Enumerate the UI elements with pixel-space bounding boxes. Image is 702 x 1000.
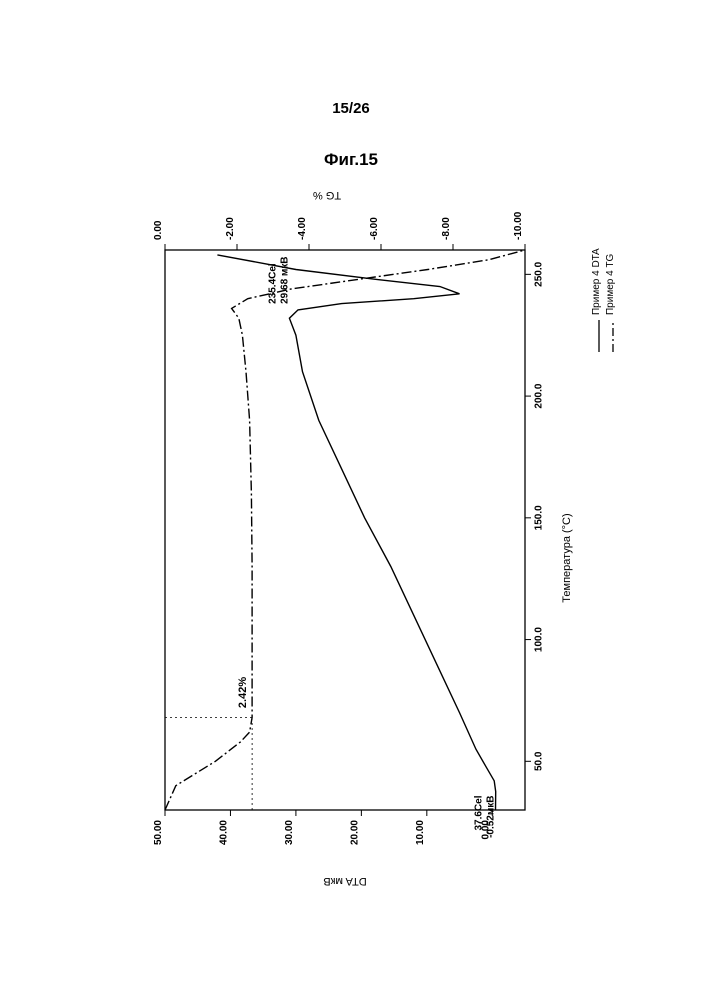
svg-text:20.00: 20.00 — [349, 820, 360, 845]
svg-text:30.00: 30.00 — [284, 820, 295, 845]
svg-text:100.0: 100.0 — [533, 627, 544, 652]
svg-text:235.4Cel: 235.4Cel — [267, 263, 278, 304]
svg-text:10.00: 10.00 — [415, 820, 426, 845]
svg-text:TG %: TG % — [313, 189, 341, 201]
svg-text:-8.00: -8.00 — [441, 217, 452, 240]
svg-text:250.0: 250.0 — [533, 261, 544, 286]
svg-text:Пример 4 DTA: Пример 4 DTA — [591, 248, 602, 315]
svg-text:29.68 мкВ: 29.68 мкВ — [279, 256, 290, 303]
svg-text:40.00: 40.00 — [218, 820, 229, 845]
svg-text:-6.00: -6.00 — [369, 217, 380, 240]
svg-text:-10.00: -10.00 — [513, 211, 524, 240]
svg-text:-0.52мкВ: -0.52мкВ — [486, 795, 497, 837]
svg-text:37.6Cel: 37.6Cel — [474, 795, 485, 830]
svg-text:Температура (°C): Температура (°C) — [561, 513, 573, 602]
thermal-analysis-chart: 50.0 100.0 150.0 200.0 250.0 Температура (°C)… — [0, 0, 702, 1000]
svg-text:50.00: 50.00 — [153, 820, 164, 845]
svg-text:150.0: 150.0 — [533, 505, 544, 530]
svg-text:2.42%: 2.42% — [237, 677, 249, 708]
svg-text:Пример 4 TG: Пример 4 TG — [605, 253, 616, 315]
svg-text:-2.00: -2.00 — [225, 217, 236, 240]
svg-text:200.0: 200.0 — [533, 383, 544, 408]
svg-text:50.0: 50.0 — [533, 751, 544, 771]
svg-text:0.00: 0.00 — [153, 220, 164, 240]
svg-text:-4.00: -4.00 — [297, 217, 308, 240]
svg-text:DTA мкВ: DTA мкВ — [323, 875, 366, 887]
